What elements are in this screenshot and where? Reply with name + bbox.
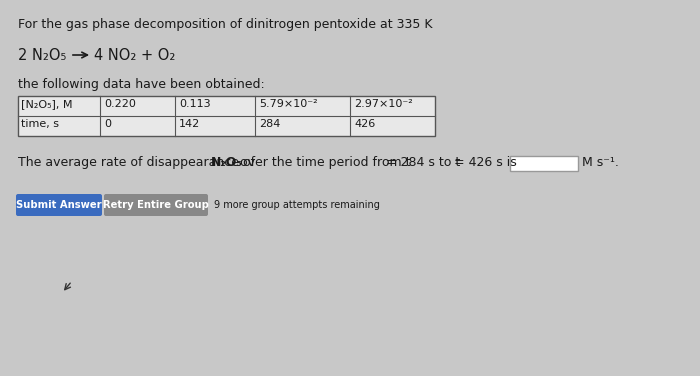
Text: 2.97×10⁻²: 2.97×10⁻² [354, 99, 413, 109]
Text: 142: 142 [179, 119, 200, 129]
FancyBboxPatch shape [16, 194, 102, 216]
Text: 426: 426 [354, 119, 375, 129]
Text: over the time period from t: over the time period from t [237, 156, 411, 169]
Text: 284: 284 [259, 119, 281, 129]
Text: M s⁻¹.: M s⁻¹. [582, 156, 619, 169]
Text: 4 NO₂ + O₂: 4 NO₂ + O₂ [94, 48, 176, 63]
Bar [18, 96, 435, 136]
Text: 0: 0 [104, 119, 111, 129]
Text: Retry Entire Group: Retry Entire Group [103, 200, 209, 210]
Text: 5.79×10⁻²: 5.79×10⁻² [259, 99, 318, 109]
Text: 0.113: 0.113 [179, 99, 211, 109]
Text: 9 more group attempts remaining: 9 more group attempts remaining [214, 200, 380, 210]
Text: [N₂O₅], M: [N₂O₅], M [21, 99, 73, 109]
Text: N₂O₅: N₂O₅ [211, 156, 242, 169]
Text: The average rate of disappearance of: The average rate of disappearance of [18, 156, 259, 169]
Text: = 426 s is: = 426 s is [449, 156, 517, 169]
Text: the following data have been obtained:: the following data have been obtained: [18, 78, 265, 91]
Text: = 284 s to t: = 284 s to t [382, 156, 461, 169]
Text: 2 N₂O₅: 2 N₂O₅ [18, 48, 66, 63]
Bar [510, 156, 578, 171]
Text: time, s: time, s [21, 119, 59, 129]
Text: For the gas phase decomposition of dinitrogen pentoxide at 335 K: For the gas phase decomposition of dinit… [18, 18, 433, 31]
FancyBboxPatch shape [104, 194, 208, 216]
Text: Submit Answer: Submit Answer [16, 200, 102, 210]
Text: 0.220: 0.220 [104, 99, 136, 109]
Bar [18, 96, 435, 136]
